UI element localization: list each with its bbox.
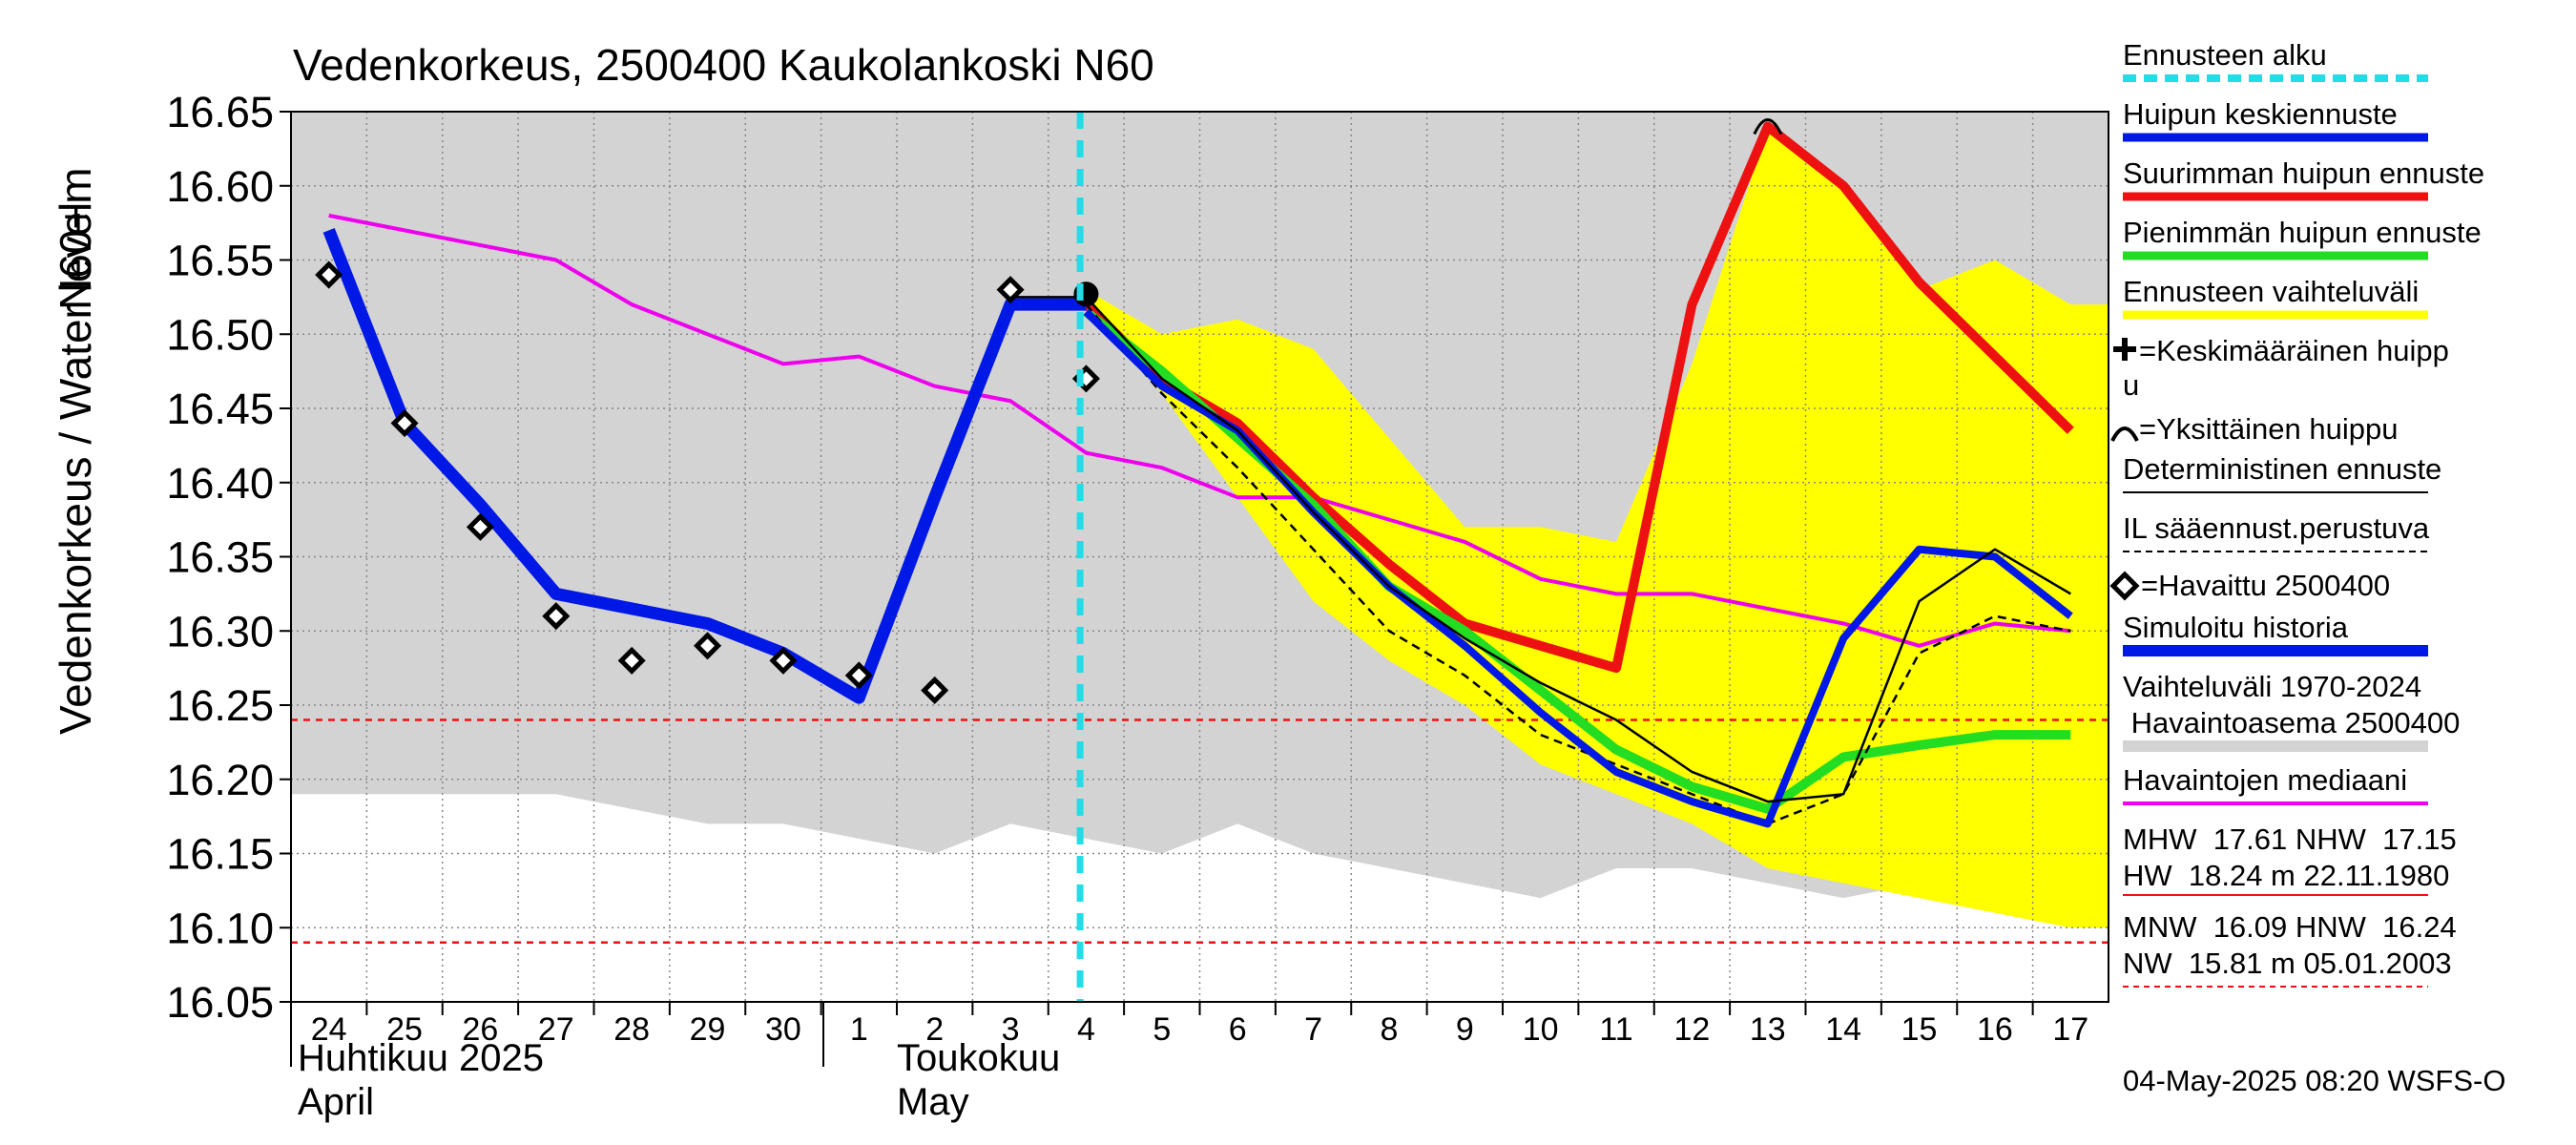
observed-point bbox=[390, 409, 419, 438]
x-tick-label: 14 bbox=[1825, 1011, 1861, 1048]
x-tick-label: 17 bbox=[2052, 1011, 2088, 1048]
stats-mnw-hnw: MNW 16.09 HNW 16.24 bbox=[2123, 910, 2457, 944]
x-tick-label: 3 bbox=[1002, 1011, 1020, 1048]
x-tick-label: 15 bbox=[1901, 1011, 1938, 1048]
x-tick-label: 13 bbox=[1750, 1011, 1786, 1048]
stats-mhw-nhw: MHW 17.61 NHW 17.15 bbox=[2123, 822, 2457, 856]
y-tick-label: 16.20 bbox=[166, 756, 274, 804]
x-tick-label: 29 bbox=[690, 1011, 726, 1048]
observed-point bbox=[996, 276, 1025, 304]
forecast-band-layer bbox=[1086, 126, 2109, 928]
y-tick-label: 16.50 bbox=[166, 310, 274, 359]
legend-label-average-peak: =Keskimääräinen huipp bbox=[2139, 334, 2449, 367]
plot-area bbox=[291, 112, 2109, 1002]
x-tick-label: 4 bbox=[1077, 1011, 1095, 1048]
x-tick-label: 8 bbox=[1380, 1011, 1398, 1048]
legend-label-single-peak: =Yksittäinen huippu bbox=[2139, 412, 2398, 446]
x-tick-label: 2 bbox=[925, 1011, 944, 1048]
observed-point bbox=[466, 512, 494, 541]
x-tick-label: 5 bbox=[1153, 1011, 1171, 1048]
month-en-april: April bbox=[298, 1081, 374, 1123]
y-tick-label: 16.10 bbox=[166, 904, 274, 952]
footer-timestamp: 04-May-2025 08:20 WSFS-O bbox=[2123, 1064, 2505, 1097]
x-tick-label: 28 bbox=[613, 1011, 650, 1048]
x-tick-label: 25 bbox=[386, 1011, 423, 1048]
x-tick-label: 12 bbox=[1674, 1011, 1711, 1048]
y-tick-label: 16.15 bbox=[166, 830, 274, 879]
diamond-icon bbox=[2109, 571, 2140, 601]
chart-title: Vedenkorkeus, 2500400 Kaukolankoski N60 bbox=[293, 40, 1154, 90]
series-deterministic-line bbox=[1010, 296, 2071, 803]
arc-icon bbox=[2110, 427, 2139, 442]
legend-label-observed: =Havaittu 2500400 bbox=[2141, 569, 2390, 602]
y-tick-label: 16.40 bbox=[166, 459, 274, 508]
month-fi-may: Toukokuu bbox=[897, 1037, 1060, 1079]
y-tick-label: 16.60 bbox=[166, 162, 274, 211]
x-tick-label: 16 bbox=[1977, 1011, 2013, 1048]
x-tick-label: 10 bbox=[1523, 1011, 1559, 1048]
series-max-peak-line bbox=[1082, 121, 2074, 674]
legend-label-max-peak-forecast: Suurimman huipun ennuste bbox=[2123, 156, 2484, 190]
legend: Ennusteen alku Huipun keskiennuste Suuri… bbox=[2109, 38, 2484, 805]
observed-point bbox=[315, 260, 343, 289]
observed-point bbox=[769, 646, 798, 675]
legend-label-deterministic: Deterministinen ennuste bbox=[2123, 452, 2441, 486]
stats-hw: HW 18.24 m 22.11.1980 bbox=[2123, 859, 2449, 892]
reference-lines-layer bbox=[291, 718, 2109, 945]
x-tick-label: 1 bbox=[850, 1011, 868, 1048]
legend-label-median: Havaintojen mediaani bbox=[2123, 763, 2407, 797]
y-tick-label: 16.05 bbox=[166, 978, 274, 1027]
plus-icon bbox=[2113, 338, 2136, 361]
observed-point bbox=[694, 632, 722, 660]
x-tick-label: 27 bbox=[538, 1011, 574, 1048]
legend-label-variation-range: Vaihteluväli 1970-2024 bbox=[2123, 670, 2421, 703]
statistics-panel: MHW 17.61 NHW 17.15 HW 18.24 m 22.11.198… bbox=[2123, 822, 2457, 988]
legend-label-il-weather: IL sääennust.perustuva bbox=[2123, 511, 2430, 545]
observed-point bbox=[617, 646, 646, 675]
observed-point bbox=[542, 602, 571, 631]
y-tick-label: 16.25 bbox=[166, 681, 274, 730]
y-axis-ticks: 16.65 16.60 16.55 16.50 16.45 16.40 16.35 16.30… bbox=[166, 88, 291, 1027]
series-layer bbox=[322, 121, 2074, 828]
y-tick-label: 16.55 bbox=[166, 237, 274, 285]
series-median-line bbox=[328, 213, 2071, 648]
markers-layer bbox=[315, 118, 1783, 704]
month-fi-april: Huhtikuu 2025 bbox=[298, 1037, 544, 1079]
x-tick-label: 6 bbox=[1229, 1011, 1247, 1048]
x-tick-label: 11 bbox=[1599, 1011, 1632, 1048]
forecast-band bbox=[1086, 126, 2109, 928]
x-tick-label: 24 bbox=[311, 1011, 347, 1048]
legend-label-forecast-start: Ennusteen alku bbox=[2123, 38, 2327, 72]
single-peak-marker bbox=[1753, 118, 1783, 135]
month-en-may: May bbox=[897, 1081, 969, 1123]
legend-label-average-peak-cont: u bbox=[2123, 368, 2139, 402]
y-tick-label: 16.45 bbox=[166, 385, 274, 433]
observed-point bbox=[844, 661, 873, 690]
legend-label-variation-station: Havaintoasema 2500400 bbox=[2123, 706, 2460, 739]
y-tick-label: 16.30 bbox=[166, 607, 274, 656]
x-tick-label: 26 bbox=[463, 1011, 499, 1048]
y-axis-label-left: Vedenkorkeus / Water level bbox=[51, 202, 100, 735]
x-tick-label: 30 bbox=[765, 1011, 801, 1048]
y-tick-label: 16.35 bbox=[166, 533, 274, 582]
x-tick-label: 7 bbox=[1304, 1011, 1322, 1048]
y-axis-label-right: N60+m bbox=[51, 167, 100, 310]
legend-label-simulated-history: Simuloitu historia bbox=[2123, 611, 2349, 644]
y-tick-label: 16.65 bbox=[166, 88, 274, 136]
series-simulated-history-line bbox=[322, 228, 1087, 704]
legend-label-mean-peak-forecast: Huipun keskiennuste bbox=[2123, 97, 2398, 131]
x-tick-label: 9 bbox=[1456, 1011, 1474, 1048]
series-il-weather-line bbox=[1085, 303, 2071, 825]
legend-label-min-peak-forecast: Pienimmän huipun ennuste bbox=[2123, 216, 2482, 249]
stats-nw: NW 15.81 m 05.01.2003 bbox=[2123, 947, 2452, 980]
x-axis-ticks: 24 25 26 27 28 29 30 1 2 3 4 5 6 7 8 9 10 11 12 13 14 15 16 17 bbox=[290, 1002, 2088, 1048]
legend-label-forecast-range: Ennusteen vaihteluväli bbox=[2123, 275, 2419, 308]
observed-point bbox=[921, 676, 949, 704]
